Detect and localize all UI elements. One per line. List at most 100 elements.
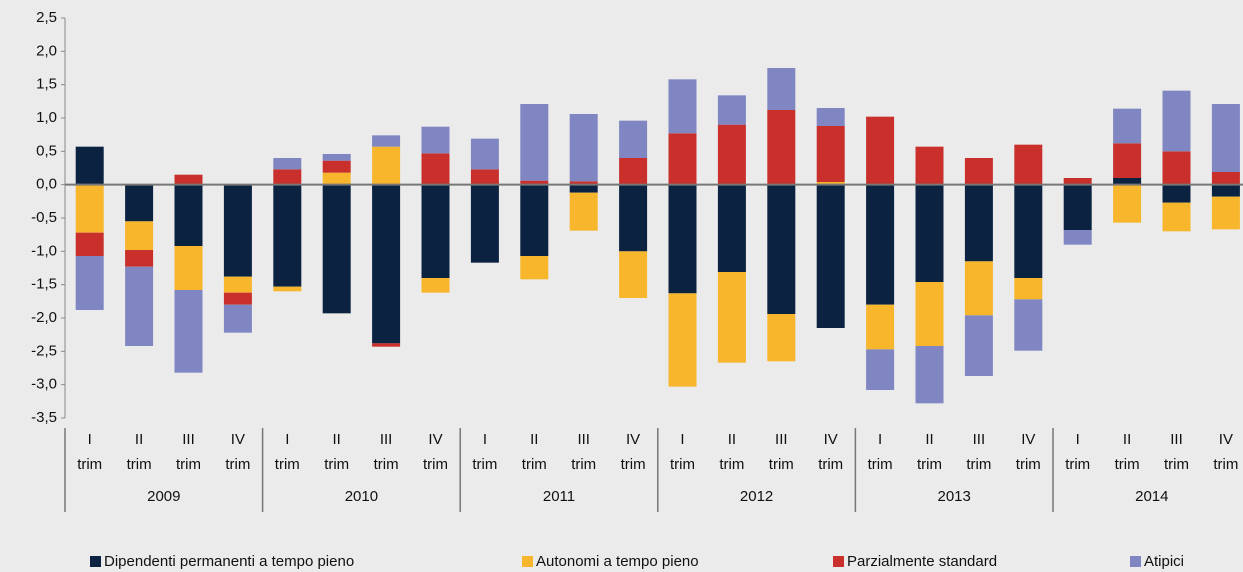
bar [273,184,302,287]
bar [421,184,450,278]
bar [75,256,104,310]
y-tick-label: 2,0 [36,42,57,59]
bar [816,108,845,126]
x-tick-label: trim [225,456,250,473]
bar [470,138,499,170]
bar [1014,278,1043,300]
legend-marker [90,556,101,567]
x-tick-label: IV [231,431,245,448]
bar [223,184,252,277]
bar [915,184,944,282]
x-tick-label: trim [472,456,497,473]
bar [569,192,598,231]
bar [520,180,549,185]
bar [223,304,252,333]
bar [1014,299,1043,351]
x-tick-label: II [333,431,341,448]
x-tick-label: III [1170,431,1183,448]
y-tick-label: -2,0 [31,309,57,326]
bar [1211,196,1240,230]
bar [1162,202,1191,232]
x-tick-label: trim [324,456,349,473]
bar [915,346,944,404]
bar [125,184,154,222]
y-tick-label: -2,5 [31,342,57,359]
x-tick-label: trim [818,456,843,473]
bar [767,314,796,362]
bar [964,261,993,316]
x-tick-label: trim [374,456,399,473]
y-tick-label: -0,5 [31,209,57,226]
bar [75,184,104,233]
x-tick-label: III [182,431,195,448]
bar [322,154,351,161]
x-tick-label: I [878,431,882,448]
bar [174,184,203,246]
bar [1113,178,1142,185]
bar [1014,144,1043,185]
legend-marker [1130,556,1141,567]
year-label: 2014 [1135,488,1168,505]
bar [619,184,648,252]
x-tick-label: II [1123,431,1131,448]
x-tick-label: trim [1115,456,1140,473]
x-tick-label: IV [626,431,640,448]
bar [470,169,499,185]
bar [1162,151,1191,185]
y-tick-label: -3,5 [31,409,57,426]
x-tick-label: trim [127,456,152,473]
y-tick-label: -1,0 [31,242,57,259]
bar [1014,184,1043,278]
x-tick-label: III [775,431,788,448]
x-tick-label: trim [1213,456,1238,473]
year-label: 2010 [345,488,378,505]
bar [520,104,549,181]
bar [569,181,598,185]
x-tick-label: IV [1021,431,1035,448]
bar [1211,184,1240,197]
bar [1162,90,1191,152]
bar [372,184,401,344]
bar [866,184,895,305]
bar [915,146,944,185]
x-tick-label: II [135,431,143,448]
bar [915,282,944,346]
x-tick-label: I [88,431,92,448]
y-tick-label: -1,5 [31,276,57,293]
x-tick-label: IV [1219,431,1233,448]
legend-label: Autonomi a tempo pieno [536,553,699,570]
bar [125,250,154,267]
bar [273,286,302,292]
x-tick-label: I [680,431,684,448]
y-tick-label: -3,0 [31,376,57,393]
bar [174,174,203,185]
bar [75,232,104,256]
legend-label: Dipendenti permanenti a tempo pieno [104,553,354,570]
bar [569,184,598,193]
bar [125,221,154,250]
x-tick-label: trim [275,456,300,473]
x-tick-label: trim [522,456,547,473]
y-tick-label: 1,5 [36,76,57,93]
bar [273,169,302,185]
bar [223,292,252,305]
bar [520,256,549,280]
y-tick-label: 0,0 [36,176,57,193]
bar [421,126,450,154]
bar [1211,172,1240,185]
year-label: 2009 [147,488,180,505]
x-tick-label: III [577,431,590,448]
bar [372,146,401,185]
bar [125,266,154,346]
bar [322,172,351,185]
bar [421,153,450,185]
bar [1211,104,1240,172]
bar [1113,143,1142,178]
bar [866,349,895,390]
bar [964,315,993,376]
x-tick-label: I [285,431,289,448]
legend-label: Parzialmente standard [847,553,997,570]
bar [372,343,401,347]
bar [1113,108,1142,144]
bar [75,146,104,185]
